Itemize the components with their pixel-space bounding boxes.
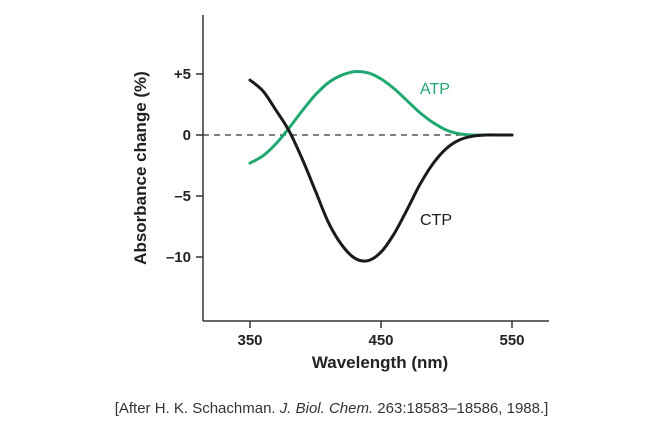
series-line-ctp	[248, 78, 514, 263]
y-tick-label: –5	[174, 188, 191, 205]
y-axis-ticks: +5 0 –5 –10	[166, 66, 203, 266]
y-tick-label: 0	[183, 127, 191, 144]
x-tick-label: 550	[499, 332, 524, 349]
citation-prefix: [After H. K. Schachman.	[114, 400, 280, 417]
citation-journal: J. Biol. Chem.	[279, 400, 374, 417]
x-tick-label: 350	[237, 332, 262, 349]
y-tick-label: –10	[166, 249, 191, 266]
y-tick-label: +5	[174, 66, 191, 83]
series-label-atp: ATP	[420, 81, 450, 98]
series-label-ctp: CTP	[420, 212, 452, 229]
citation-suffix: 263:18583–18586, 1988.]	[373, 400, 549, 417]
y-axis-title: Absorbance change (%)	[131, 71, 150, 265]
citation: [After H. K. Schachman. J. Biol. Chem. 2…	[0, 400, 663, 417]
x-tick-label: 450	[368, 332, 393, 349]
series-line-atp	[248, 69, 514, 165]
x-axis-title: Wavelength (nm)	[312, 353, 448, 372]
series-layer: ATP CTP	[248, 69, 514, 263]
x-axis-ticks: 350 450 550	[237, 321, 525, 349]
